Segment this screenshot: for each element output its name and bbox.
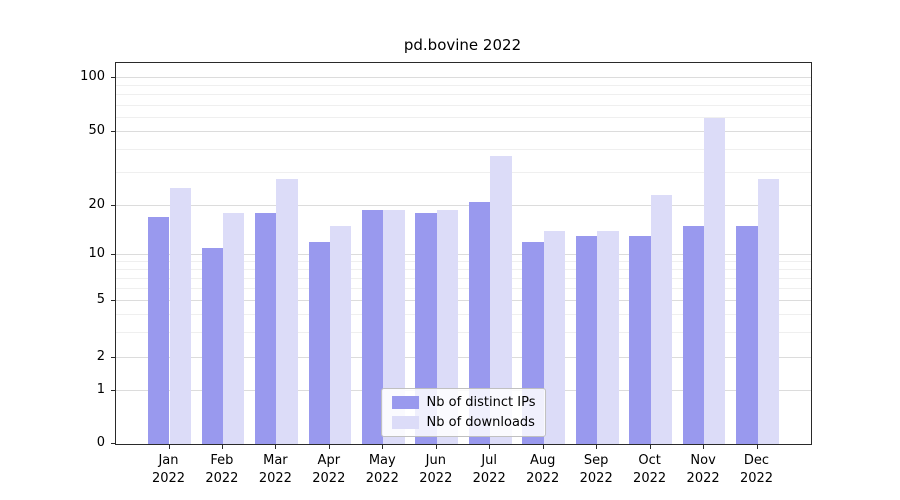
bar-ips-jan [148, 217, 170, 444]
bar-ips-nov [682, 226, 705, 444]
x-tick-mark [703, 444, 705, 449]
minor-gridline [116, 313, 811, 315]
x-tick-mark [382, 444, 384, 449]
x-tick-mark [542, 444, 544, 449]
y-tick-mark [111, 390, 116, 391]
x-tick-label: Jan 2022 [151, 453, 186, 486]
x-tick-label: Jun 2022 [419, 453, 453, 486]
y-tick-label: 5 [96, 292, 105, 308]
bar-downloads-jul [490, 156, 512, 444]
minor-gridline [116, 268, 811, 270]
legend-label-distinct-ips: Nb of distinct IPs [426, 395, 536, 410]
bar-downloads-feb [222, 213, 245, 444]
major-gridline [116, 300, 811, 302]
bar-ips-feb [201, 248, 223, 444]
x-tick-label: Nov 2022 [686, 453, 720, 486]
minor-gridline [116, 277, 811, 279]
bar-downloads-aug [543, 231, 566, 444]
y-tick-mark [111, 204, 116, 206]
x-tick-mark [756, 444, 758, 449]
bar-downloads-sep [597, 231, 619, 444]
bar-ips-mar [255, 213, 277, 444]
major-gridline [116, 131, 811, 132]
legend-entry-distinct-ips: Nb of distinct IPs [391, 395, 536, 410]
bar-ips-oct [629, 236, 651, 444]
x-tick-label: Apr 2022 [312, 453, 346, 486]
x-tick-mark [328, 444, 330, 449]
bar-downloads-jun [436, 209, 459, 444]
major-gridline [116, 76, 811, 78]
x-tick-mark [596, 444, 598, 449]
y-tick-mark [111, 443, 116, 444]
y-tick-mark [111, 76, 116, 78]
legend-swatch-distinct-ips [391, 396, 419, 409]
x-tick-mark [489, 444, 491, 449]
y-tick-label: 100 [80, 68, 105, 84]
y-tick-mark [111, 356, 116, 358]
bar-downloads-apr [329, 226, 352, 444]
minor-gridline [116, 116, 811, 118]
bar-downloads-jan [169, 187, 191, 444]
bar-ips-jul [468, 201, 491, 444]
x-tick-label: Dec 2022 [739, 453, 774, 486]
minor-gridline [116, 149, 811, 150]
major-gridline [116, 356, 811, 358]
x-tick-mark [168, 444, 170, 449]
y-tick-label: 20 [88, 196, 105, 212]
minor-gridline [116, 261, 811, 262]
x-tick-label: Oct 2022 [633, 453, 667, 486]
y-tick-mark [111, 300, 116, 302]
y-tick-label: 50 [88, 123, 105, 138]
bar-ips-apr [308, 242, 330, 444]
bar-downloads-dec [757, 178, 779, 444]
x-tick-label: May 2022 [365, 453, 399, 486]
legend: Nb of distinct IPs Nb of downloads [380, 388, 547, 437]
minor-gridline [116, 288, 811, 289]
x-tick-label: Sep 2022 [579, 453, 613, 486]
y-tick-label: 1 [96, 382, 105, 397]
chart-title: pd.bovine 2022 [403, 36, 522, 54]
y-tick-label: 10 [88, 246, 105, 261]
x-tick-label: Feb 2022 [205, 453, 239, 486]
legend-entry-downloads: Nb of downloads [391, 415, 536, 430]
x-tick-mark [649, 444, 651, 449]
legend-swatch-downloads [391, 416, 419, 429]
legend-label-downloads: Nb of downloads [426, 415, 535, 430]
x-tick-label: Jul 2022 [472, 453, 506, 486]
minor-gridline [116, 172, 811, 174]
bar-downloads-may [383, 209, 405, 444]
x-tick-mark [435, 444, 437, 449]
x-tick-label: Aug 2022 [526, 453, 560, 486]
minor-gridline [116, 94, 811, 96]
bar-ips-may [361, 209, 384, 444]
bar-downloads-mar [276, 178, 298, 444]
bar-ips-dec [736, 226, 758, 444]
y-tick-mark [111, 131, 116, 132]
y-tick-label: 2 [96, 348, 105, 364]
x-tick-mark [221, 444, 223, 449]
y-tick-label: 0 [96, 435, 105, 450]
bar-ips-sep [575, 236, 598, 444]
major-gridline [116, 254, 811, 255]
bar-downloads-nov [704, 117, 726, 444]
x-tick-mark [275, 444, 277, 449]
minor-gridline [116, 331, 811, 333]
y-tick-mark [111, 254, 116, 255]
plot-area: Nb of distinct IPs Nb of downloads [115, 62, 812, 445]
minor-gridline [116, 104, 811, 106]
bar-ips-jun [415, 213, 437, 444]
minor-gridline [116, 85, 811, 87]
bar-downloads-oct [650, 194, 672, 444]
major-gridline [116, 204, 811, 206]
x-tick-label: Mar 2022 [258, 453, 292, 486]
